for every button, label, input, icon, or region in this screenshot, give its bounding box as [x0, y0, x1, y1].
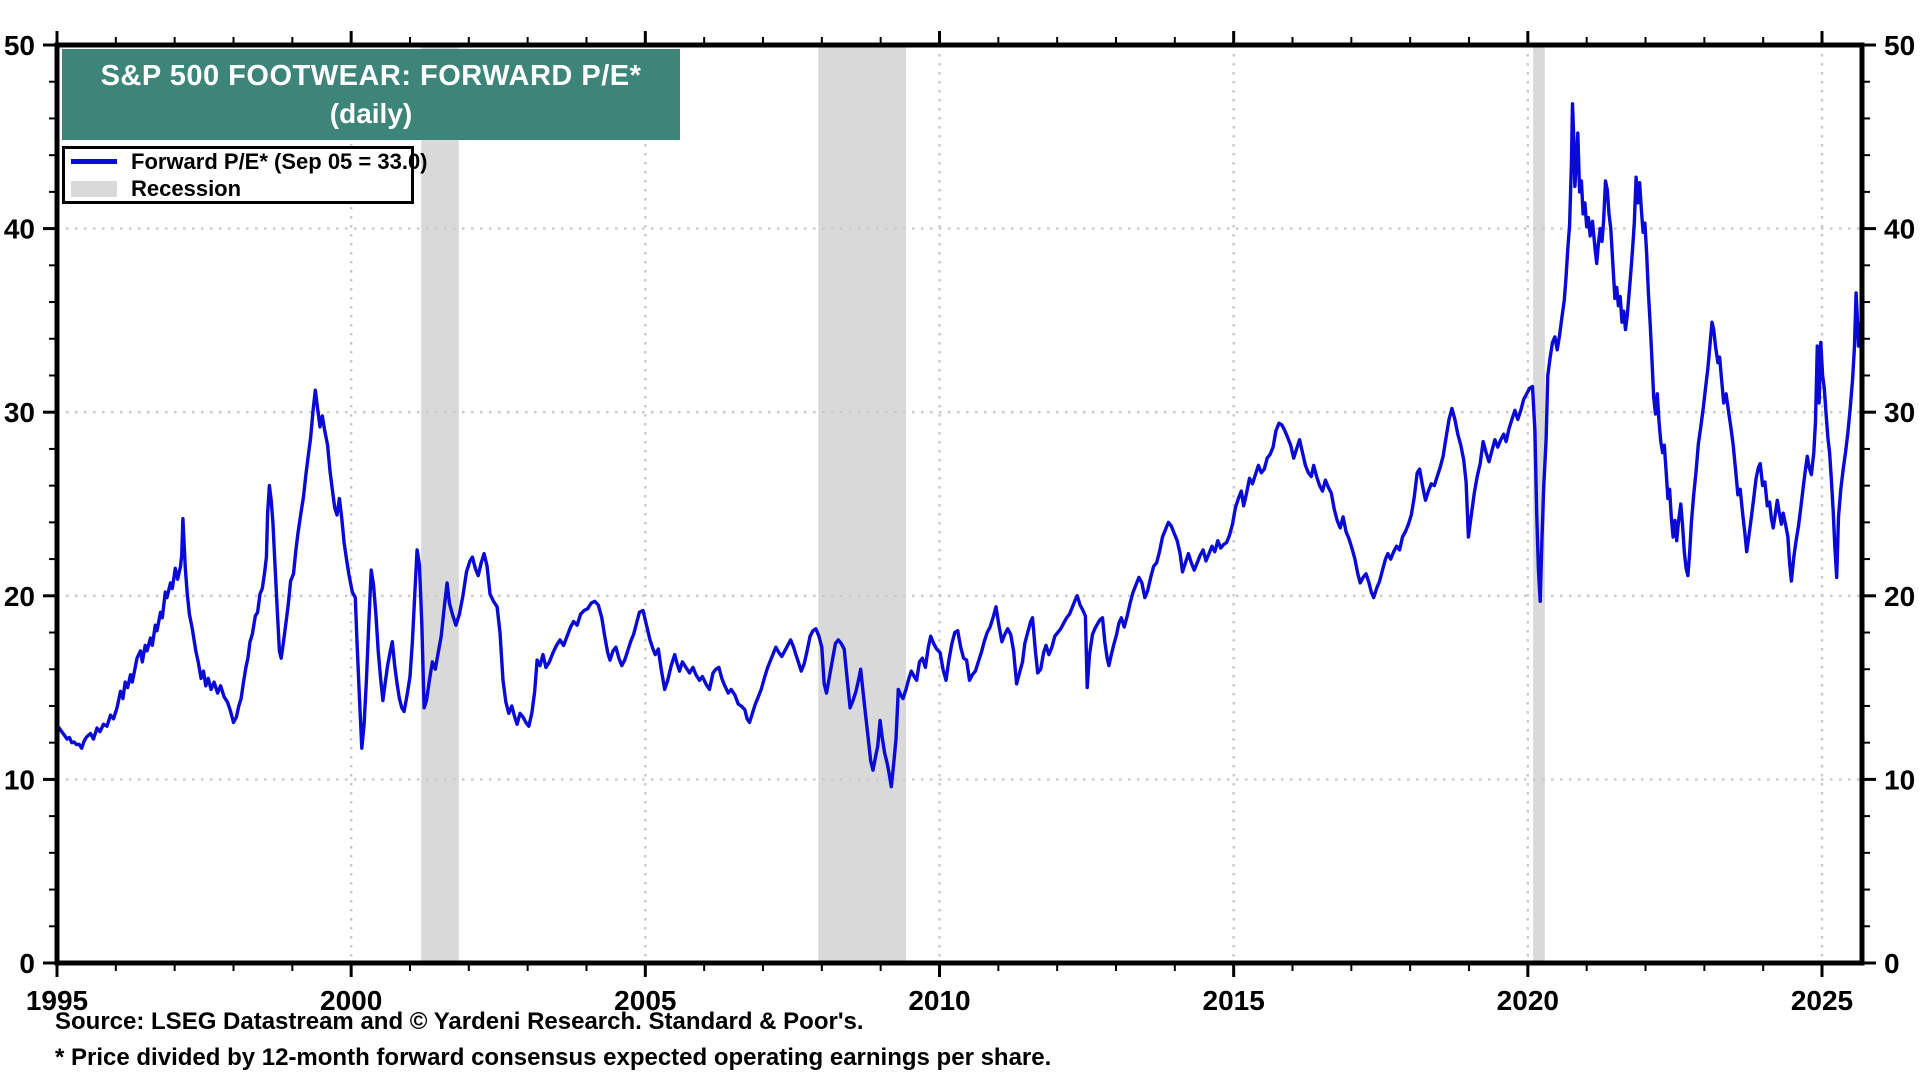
- legend-box: Forward P/E* (Sep 05 = 33.0) Recession: [62, 146, 428, 204]
- y-axis-label-left: 0: [19, 948, 35, 979]
- x-axis-label: 2000: [320, 985, 382, 1016]
- y-axis-label-left: 10: [4, 764, 35, 795]
- series-line-icon: [71, 159, 117, 164]
- legend-line-swatch: [71, 159, 117, 164]
- recession-band: [421, 45, 459, 963]
- y-axis-label-left: 50: [4, 30, 35, 61]
- recession-band: [818, 45, 906, 963]
- x-axis-label: 2015: [1203, 985, 1265, 1016]
- y-axis-label-right: 50: [1884, 30, 1915, 61]
- x-axis-label: 2020: [1497, 985, 1559, 1016]
- legend-label: Forward P/E* (Sep 05 = 33.0): [131, 148, 428, 174]
- y-axis-label-right: 30: [1884, 397, 1915, 428]
- definition-note: * Price divided by 12-month forward cons…: [55, 1044, 1052, 1071]
- recession-band: [1533, 45, 1545, 963]
- source-note: Source: LSEG Datastream and © Yardeni Re…: [55, 1008, 864, 1035]
- chart-subtitle: (daily): [329, 98, 413, 130]
- chart-title-banner: S&P 500 FOOTWEAR: FORWARD P/E* (daily): [62, 49, 680, 140]
- forward-pe-line: [55, 102, 1864, 789]
- y-axis-label-left: 30: [4, 397, 35, 428]
- x-axis-label: 2010: [908, 985, 970, 1016]
- y-axis-label-right: 40: [1884, 214, 1915, 245]
- x-axis-label: 2025: [1791, 985, 1853, 1016]
- legend-item-recession: Recession: [71, 175, 411, 201]
- y-axis-label-right: 20: [1884, 581, 1915, 612]
- legend-label: Recession: [131, 175, 242, 201]
- y-axis-label-right: 10: [1884, 764, 1915, 795]
- y-axis-label-right: 0: [1884, 948, 1900, 979]
- y-axis-label-left: 40: [4, 214, 35, 245]
- legend-box-swatch: [71, 180, 117, 197]
- y-axis-label-left: 20: [4, 581, 35, 612]
- legend-item-forward-pe: Forward P/E* (Sep 05 = 33.0): [71, 149, 428, 174]
- chart-title: S&P 500 FOOTWEAR: FORWARD P/E*: [100, 59, 642, 92]
- plot-border: [54, 42, 1865, 966]
- recession-swatch-icon: [71, 180, 117, 197]
- x-axis-label: 1995: [26, 985, 88, 1016]
- x-axis-label: 2005: [614, 985, 676, 1016]
